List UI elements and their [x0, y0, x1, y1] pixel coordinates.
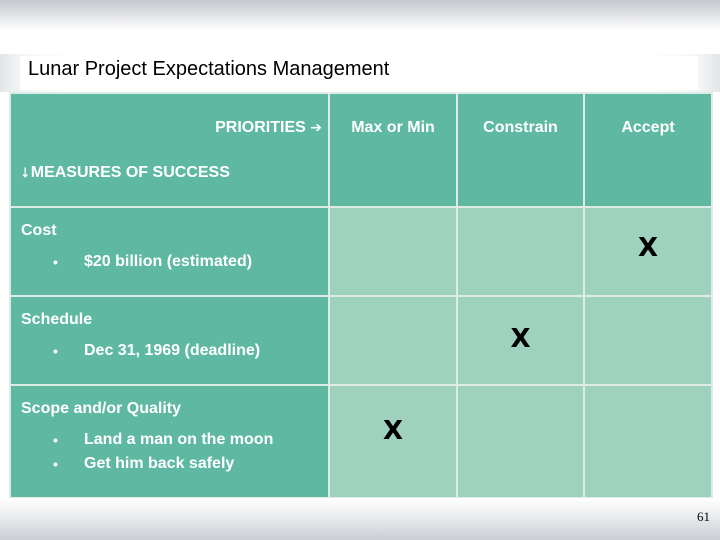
- check-mark: X: [382, 416, 404, 446]
- header-row: PRIORITIES ➔ ➘MEASURES OF SUCCESS Max or…: [9, 92, 713, 208]
- slide-title: Lunar Project Expectations Management: [28, 58, 390, 80]
- title-box: [20, 56, 698, 90]
- list-item: • Land a man on the moon: [11, 428, 328, 452]
- check-mark: X: [637, 232, 659, 263]
- bullet-text: $20 billion (estimated): [84, 253, 253, 270]
- expectations-matrix: PRIORITIES ➔ ➘MEASURES OF SUCCESS Max or…: [9, 92, 713, 499]
- row-header-scope: Scope and/or Quality • Land a man on the …: [9, 384, 330, 499]
- bullet-icon: •: [53, 456, 58, 472]
- bullet-list: • $20 billion (estimated): [11, 250, 328, 274]
- row-header-schedule: Schedule • Dec 31, 1969 (deadline): [9, 295, 330, 386]
- priorities-label: PRIORITIES: [215, 119, 306, 136]
- cell-schedule-accept: [583, 295, 713, 386]
- column-header-max-or-min: Max or Min: [328, 92, 458, 208]
- table-row-schedule: Schedule • Dec 31, 1969 (deadline) X: [9, 295, 713, 386]
- row-label: Scope and/or Quality: [21, 400, 182, 417]
- cell-schedule-constrain: X: [456, 295, 585, 386]
- cell-schedule-max-or-min: [328, 295, 458, 386]
- bullet-list: • Land a man on the moon • Get him back sa…: [11, 428, 328, 476]
- table-row-scope: Scope and/or Quality • Land a man on the …: [9, 384, 713, 499]
- measures-heading: ➘MEASURES OF SUCCESS: [15, 163, 230, 183]
- measures-label: MEASURES OF SUCCESS: [30, 164, 230, 181]
- bullet-text: Dec 31, 1969 (deadline): [84, 342, 261, 359]
- check-mark: X: [510, 323, 531, 354]
- priorities-heading: PRIORITIES ➔: [215, 119, 322, 137]
- bullet-icon: •: [53, 343, 58, 359]
- row-label: Cost: [21, 222, 57, 239]
- list-item: • $20 billion (estimated): [11, 250, 328, 274]
- cell-scope-max-or-min: X: [328, 384, 458, 499]
- bullet-icon: •: [53, 254, 58, 270]
- bullet-text: Get him back safely: [84, 455, 235, 472]
- corner-cell: PRIORITIES ➔ ➘MEASURES OF SUCCESS: [9, 92, 330, 208]
- bullet-list: • Dec 31, 1969 (deadline): [11, 339, 328, 363]
- cell-cost-accept: X: [583, 206, 713, 297]
- table-row-cost: Cost • $20 billion (estimated) X: [9, 206, 713, 297]
- list-item: • Dec 31, 1969 (deadline): [11, 339, 328, 363]
- right-arrow-icon: ➔: [310, 120, 322, 136]
- cell-scope-accept: [583, 384, 713, 499]
- cell-scope-constrain: [456, 384, 585, 499]
- cell-cost-constrain: [456, 206, 585, 297]
- row-header-cost: Cost • $20 billion (estimated): [9, 206, 330, 297]
- bullet-icon: •: [53, 432, 58, 448]
- column-header-constrain: Constrain: [456, 92, 585, 208]
- top-gradient-band: [0, 0, 720, 30]
- row-label: Schedule: [21, 311, 93, 328]
- list-item: • Get him back safely: [11, 452, 328, 476]
- column-header-accept: Accept: [583, 92, 713, 208]
- bottom-gradient-band: [0, 498, 720, 540]
- page-number: 61: [697, 509, 710, 524]
- cell-cost-max-or-min: [328, 206, 458, 297]
- bullet-text: Land a man on the moon: [84, 431, 274, 448]
